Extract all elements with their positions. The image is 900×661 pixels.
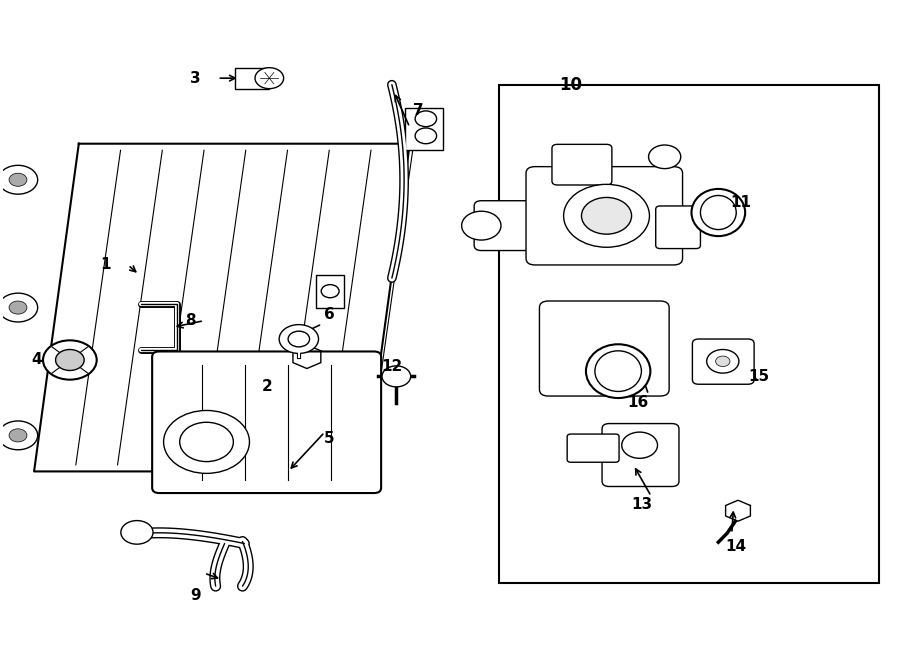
Circle shape — [9, 429, 27, 442]
Circle shape — [0, 165, 38, 194]
Text: 5: 5 — [324, 431, 335, 446]
Polygon shape — [292, 345, 320, 369]
FancyBboxPatch shape — [526, 167, 682, 265]
Circle shape — [279, 325, 319, 354]
Text: 15: 15 — [748, 369, 770, 384]
Ellipse shape — [595, 351, 642, 391]
Circle shape — [622, 432, 658, 458]
Circle shape — [164, 410, 249, 473]
Text: 1: 1 — [101, 257, 111, 272]
Circle shape — [716, 356, 730, 367]
Ellipse shape — [586, 344, 651, 398]
Circle shape — [56, 350, 85, 370]
Ellipse shape — [700, 196, 736, 229]
Circle shape — [43, 340, 96, 379]
Bar — [235, 67, 269, 89]
Circle shape — [180, 422, 233, 461]
Polygon shape — [34, 143, 410, 471]
Text: 2: 2 — [261, 379, 272, 394]
Bar — [316, 275, 345, 307]
Ellipse shape — [691, 189, 745, 236]
Circle shape — [382, 366, 410, 387]
FancyBboxPatch shape — [152, 352, 381, 493]
Circle shape — [9, 301, 27, 314]
Circle shape — [415, 128, 436, 143]
Circle shape — [288, 331, 310, 347]
Circle shape — [0, 293, 38, 322]
Text: 3: 3 — [190, 71, 201, 86]
FancyBboxPatch shape — [602, 424, 679, 486]
Text: 7: 7 — [413, 103, 424, 118]
Text: 16: 16 — [627, 395, 649, 410]
Text: 10: 10 — [559, 76, 582, 94]
FancyBboxPatch shape — [692, 339, 754, 384]
Circle shape — [581, 198, 632, 234]
Circle shape — [121, 521, 153, 544]
Bar — [405, 108, 443, 150]
Circle shape — [563, 184, 650, 247]
Text: 4: 4 — [32, 352, 42, 368]
Text: 11: 11 — [730, 195, 752, 210]
Circle shape — [255, 67, 284, 89]
Text: 14: 14 — [725, 539, 747, 555]
Circle shape — [706, 350, 739, 373]
Bar — [500, 85, 879, 583]
Circle shape — [321, 285, 339, 297]
Circle shape — [0, 421, 38, 449]
FancyBboxPatch shape — [656, 206, 700, 249]
Text: 6: 6 — [324, 307, 335, 322]
Text: 9: 9 — [190, 588, 201, 603]
Circle shape — [415, 111, 436, 127]
Text: 13: 13 — [632, 496, 652, 512]
Circle shape — [649, 145, 680, 169]
FancyBboxPatch shape — [552, 144, 612, 185]
Circle shape — [9, 173, 27, 186]
Polygon shape — [725, 500, 751, 522]
Text: 12: 12 — [382, 359, 402, 374]
Circle shape — [462, 212, 501, 240]
FancyBboxPatch shape — [567, 434, 619, 462]
Text: 8: 8 — [185, 313, 196, 328]
FancyBboxPatch shape — [539, 301, 669, 396]
FancyBboxPatch shape — [474, 201, 549, 251]
